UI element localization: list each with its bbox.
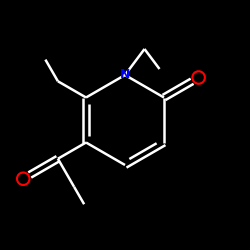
Text: N: N — [120, 68, 130, 82]
